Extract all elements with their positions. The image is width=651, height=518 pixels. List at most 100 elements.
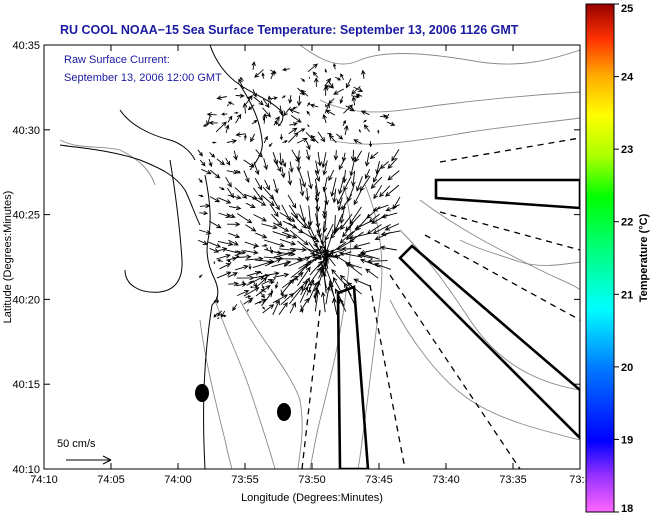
current-vector (288, 256, 311, 267)
colorbar-ticks: 18 19 20 21 22 23 24 25 (614, 3, 634, 515)
current-vector (324, 68, 327, 74)
current-vector (199, 210, 209, 216)
current-vector (280, 289, 284, 297)
current-vector (340, 73, 345, 80)
current-vector (263, 239, 285, 248)
current-vector (300, 89, 309, 97)
current-vector (197, 149, 203, 157)
current-vector (234, 187, 248, 199)
current-vector (379, 185, 391, 198)
current-vector (324, 84, 334, 90)
current-vector (225, 176, 232, 188)
current-vector (225, 124, 230, 134)
current-vector (288, 161, 294, 173)
current-vector (261, 284, 265, 290)
current-vector (289, 122, 298, 127)
current-vector (278, 152, 284, 166)
current-vector (257, 301, 262, 304)
current-vector (353, 242, 371, 249)
current-vector (228, 239, 239, 246)
current-vector (385, 184, 400, 197)
current-vector (305, 188, 310, 202)
colorbar-tick-label: 18 (621, 503, 633, 515)
current-vector (334, 76, 342, 81)
current-vector (282, 140, 288, 144)
current-vector (255, 232, 268, 239)
current-vector (339, 231, 354, 244)
current-vector (373, 185, 383, 200)
current-vector (324, 102, 330, 114)
current-vector (308, 286, 312, 294)
x-tick-label: 73:45 (365, 474, 393, 486)
current-vector (260, 289, 267, 293)
colorbar-tick-label: 25 (621, 3, 633, 15)
current-vector (292, 106, 298, 110)
current-vector (253, 161, 260, 176)
current-vector (262, 112, 268, 124)
current-vector (359, 175, 371, 192)
x-axis-label: Longitude (Degrees:Minutes) (241, 492, 383, 504)
current-vector (306, 254, 322, 267)
current-vector (315, 160, 320, 175)
current-vector (250, 133, 256, 143)
current-vector (379, 161, 389, 170)
current-vector (255, 277, 268, 289)
current-vector (236, 275, 255, 281)
current-vector (290, 212, 307, 229)
current-vector (337, 188, 346, 205)
sector-outline-east (434, 178, 580, 210)
current-vector (264, 258, 282, 267)
current-vector (325, 109, 336, 116)
sector-dashed-line-6 (301, 309, 321, 469)
current-vector (254, 69, 264, 78)
current-vector (288, 95, 293, 104)
current-vector (379, 245, 397, 251)
current-vector (253, 245, 256, 250)
current-vector (338, 158, 346, 171)
current-vector (251, 61, 256, 70)
current-vector (356, 176, 363, 192)
current-vector (242, 102, 248, 114)
current-vector (319, 245, 336, 267)
current-vector (298, 213, 311, 230)
current-vector (227, 115, 233, 123)
y-tick-label: 40:30 (12, 125, 40, 137)
current-vector (233, 150, 238, 161)
sector-dashed-line-1 (439, 137, 580, 163)
current-vector (307, 205, 313, 227)
current-vector (387, 170, 400, 181)
current-vector (387, 157, 398, 170)
current-vector (237, 289, 250, 297)
current-vector (336, 133, 344, 140)
current-vector (343, 176, 352, 192)
current-vector (280, 292, 295, 306)
current-vector (209, 247, 220, 253)
coastline-sandy-hook (204, 174, 219, 306)
sector-lines (301, 137, 580, 469)
current-vector (227, 194, 242, 200)
station-marker-1 (195, 384, 209, 402)
colorbar-tick-label: 21 (621, 289, 633, 301)
current-vector (227, 101, 235, 105)
current-vector (367, 258, 388, 264)
current-vector (261, 278, 274, 285)
current-vector (328, 169, 335, 182)
current-vector (246, 276, 265, 286)
current-vector (360, 252, 380, 260)
current-vector (211, 141, 217, 144)
current-vector (235, 132, 246, 137)
current-vector (343, 124, 349, 136)
current-vector (380, 114, 388, 118)
current-vector (296, 95, 302, 107)
current-vector (198, 178, 203, 184)
bathymetry-contour-shore-detail (459, 239, 580, 266)
current-vector (339, 96, 344, 104)
current-vector (217, 310, 222, 317)
current-vector (244, 193, 258, 200)
current-vector (281, 158, 287, 168)
x-tick-label: 73:40 (432, 474, 460, 486)
current-vector (216, 271, 232, 279)
current-vector (273, 251, 293, 258)
colorbar-tick-label: 19 (621, 434, 633, 446)
current-vector (228, 205, 242, 211)
